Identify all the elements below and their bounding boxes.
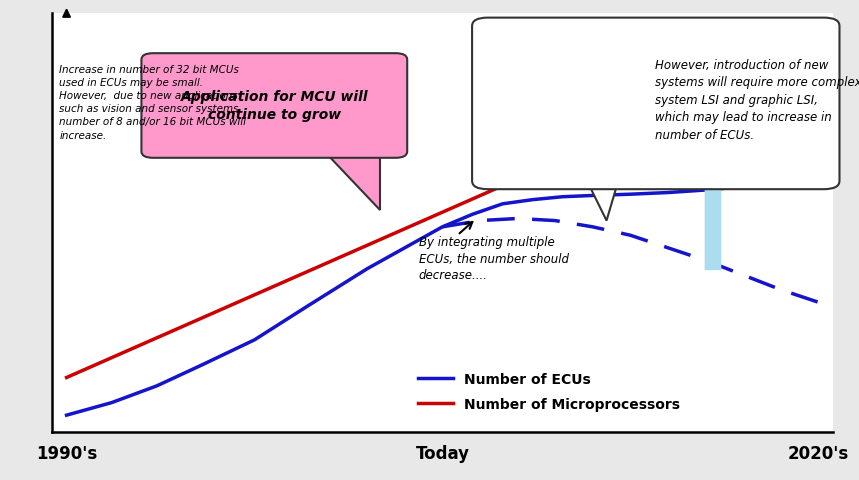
- Text: By integrating multiple
ECUs, the number should
decrease....: By integrating multiple ECUs, the number…: [419, 236, 569, 282]
- FancyBboxPatch shape: [142, 54, 407, 158]
- FancyBboxPatch shape: [472, 19, 839, 190]
- Polygon shape: [325, 152, 380, 211]
- Text: Application for MCU will
continue to grow: Application for MCU will continue to gro…: [180, 90, 369, 121]
- Legend: Number of ECUs, Number of Microprocessors: Number of ECUs, Number of Microprocessor…: [412, 367, 685, 417]
- Text: Increase in number of 32 bit MCUs
used in ECUs may be small.
However,  due to ne: Increase in number of 32 bit MCUs used i…: [59, 64, 247, 140]
- Text: However, introduction of new
systems will require more complex
system LSI and gr: However, introduction of new systems wil…: [655, 59, 859, 142]
- Polygon shape: [587, 181, 618, 221]
